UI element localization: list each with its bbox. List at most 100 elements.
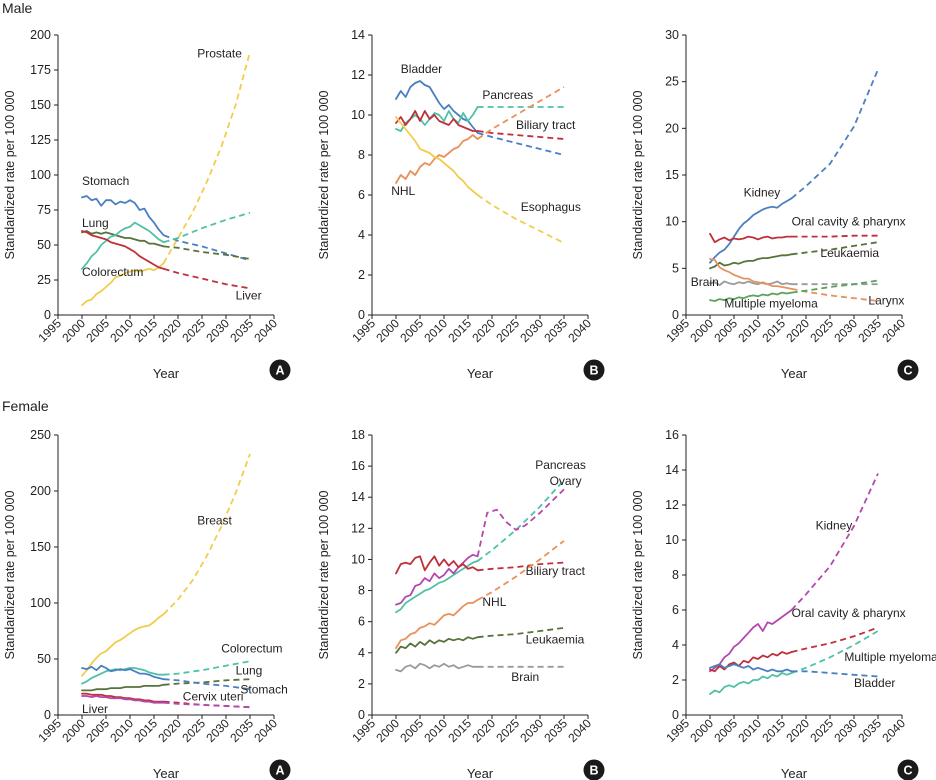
y-tick-label: 150 <box>30 540 51 554</box>
series-line-projected <box>163 660 251 676</box>
series-line-projected <box>791 234 878 238</box>
x-tick-label: 2010 <box>107 316 136 345</box>
series-line-projected <box>791 626 879 653</box>
x-tick-label: 2015 <box>759 716 788 745</box>
y-tick-label: 0 <box>672 308 679 322</box>
series-breast: Breast <box>81 453 251 677</box>
series-label: Bladder <box>854 676 895 690</box>
series-line-observed <box>81 664 165 681</box>
series-label: Leukaemia <box>820 246 879 260</box>
series-label: Colorectum <box>82 265 143 279</box>
series-label: Biliary tract <box>526 564 586 578</box>
series-liver: Liver <box>81 695 251 716</box>
panel-badge-letter: B <box>589 764 598 778</box>
x-tick-label: 2035 <box>227 316 256 345</box>
x-tick-label: 2035 <box>227 716 256 745</box>
x-tick-label: 2020 <box>469 316 498 345</box>
series-line-projected <box>791 288 879 302</box>
x-tick-label: 1995 <box>349 316 378 345</box>
series-line-observed <box>709 663 793 673</box>
x-tick-label: 2015 <box>445 716 474 745</box>
panel-badge-letter: C <box>903 764 912 778</box>
series-line-observed <box>709 232 793 244</box>
y-tick-label: 16 <box>351 459 365 473</box>
x-axis-title: Year <box>781 766 808 780</box>
series-label: Cervix uteri <box>183 689 244 703</box>
series-liver: Liver <box>81 230 262 303</box>
x-tick-label: 2030 <box>831 316 860 345</box>
y-tick-label: 50 <box>37 238 51 252</box>
series-line-observed <box>395 636 479 654</box>
x-tick-label: 2000 <box>687 316 716 345</box>
x-tick-label: 2015 <box>759 316 788 345</box>
y-axis-title: Standardized rate per 100 000 <box>3 491 17 660</box>
series-label: Liver <box>82 702 108 716</box>
series-line-observed <box>709 291 793 302</box>
y-tick-label: 4 <box>672 638 679 652</box>
series-label: NHL <box>391 184 415 198</box>
series-label: Stomach <box>82 174 129 188</box>
series-bladder: Bladder <box>395 62 565 156</box>
series-line-projected <box>163 678 251 691</box>
x-tick-label: 2000 <box>59 316 88 345</box>
y-tick-label: 20 <box>665 121 679 135</box>
series-line-projected <box>791 279 879 294</box>
series-line-observed <box>395 80 479 134</box>
chart-female-B: 0246810121416181995200020052010201520202… <box>317 428 605 780</box>
series-label: Lung <box>82 216 109 230</box>
series-line-observed <box>395 560 479 614</box>
y-axis-title: Standardized rate per 100 000 <box>317 91 331 260</box>
panel-badge-letter: A <box>275 364 284 378</box>
chart-female-A: 0501001502002501995200020052010201520202… <box>3 428 291 780</box>
y-tick-label: 6 <box>358 615 365 629</box>
series-label: Oral cavity & pharynx <box>792 606 906 620</box>
y-tick-label: 5 <box>672 261 679 275</box>
x-tick-label: 2030 <box>517 716 546 745</box>
x-tick-label: 2020 <box>155 316 184 345</box>
x-tick-label: 1995 <box>663 316 692 345</box>
series-label: Stomach <box>240 683 287 697</box>
x-tick-label: 1995 <box>35 716 64 745</box>
series-label: Esophagus <box>521 200 581 214</box>
series-line-projected <box>477 479 565 562</box>
series-label: Colorectum <box>221 641 282 655</box>
series-line-observed <box>395 662 479 673</box>
y-tick-label: 12 <box>351 521 365 535</box>
y-tick-label: 2 <box>672 673 679 687</box>
x-tick-label: 2025 <box>807 316 836 345</box>
section-title-male: Male <box>2 0 33 16</box>
y-tick-label: 50 <box>37 652 51 666</box>
y-tick-label: 14 <box>351 490 365 504</box>
series-line-observed <box>81 683 165 692</box>
series-line-projected <box>163 701 251 709</box>
x-tick-label: 2030 <box>831 716 860 745</box>
series-ovary: Ovary <box>395 474 582 606</box>
series-line-projected <box>476 488 565 557</box>
series-line-observed <box>395 553 479 606</box>
series-label: Lung <box>236 664 263 678</box>
y-tick-label: 100 <box>30 168 51 182</box>
series-label: Prostate <box>197 46 242 60</box>
series-prostate: Prostate <box>81 46 251 307</box>
x-tick-label: 2025 <box>179 316 208 345</box>
x-tick-label: 2015 <box>445 316 474 345</box>
series-line-observed <box>81 221 165 270</box>
y-tick-label: 100 <box>30 596 51 610</box>
x-tick-label: 2025 <box>493 316 522 345</box>
x-tick-label: 2040 <box>565 716 594 745</box>
x-tick-label: 2035 <box>855 716 884 745</box>
series-leukaemia: Leukaemia <box>395 627 585 654</box>
series-line-observed <box>395 116 479 196</box>
y-tick-label: 4 <box>358 228 365 242</box>
y-tick-label: 12 <box>665 498 679 512</box>
series-line-observed <box>709 253 793 270</box>
series-line-projected <box>791 69 879 199</box>
x-tick-label: 2015 <box>131 316 160 345</box>
series-label: Larynx <box>868 294 904 308</box>
x-tick-label: 2000 <box>373 716 402 745</box>
y-tick-label: 10 <box>351 108 365 122</box>
y-tick-label: 8 <box>358 584 365 598</box>
series-line-observed <box>81 613 165 677</box>
series-line-projected <box>791 670 879 678</box>
